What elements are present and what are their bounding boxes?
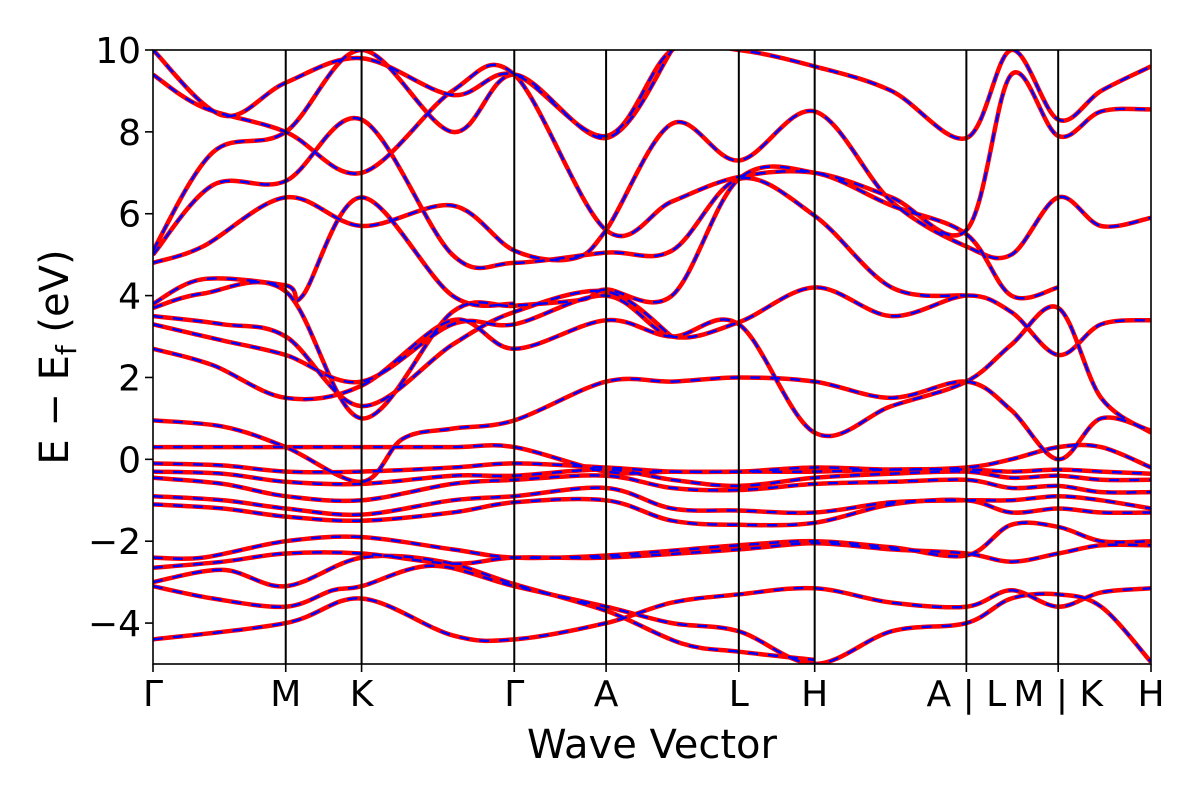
band-20-blue [153, 63, 1151, 238]
y-axis-title-unit: (eV) [32, 249, 78, 345]
band-13-red [153, 285, 1151, 385]
y-tick-label-3: 2 [118, 358, 141, 399]
band-16-blue [153, 196, 515, 308]
y-tick-label-6: 8 [118, 113, 141, 154]
band-20-red [153, 62, 1151, 239]
band-6-blue [153, 486, 1151, 517]
x-tick-label-5: L [729, 674, 749, 715]
x-axis-title: Wave Vector [527, 722, 778, 768]
x-tick-label-3: Γ [504, 674, 524, 715]
band-2-blue [153, 554, 815, 662]
y-axis-title-sub: f [50, 344, 83, 355]
x-tick-label-6: H [801, 674, 828, 715]
x-tick-label-8: M | K [1013, 674, 1104, 715]
x-tick-label-4: A [594, 674, 619, 715]
y-tick-label-2: 0 [118, 440, 141, 481]
band-11-red [153, 375, 1151, 485]
x-tick-label-0: Γ [143, 674, 163, 715]
band-1-blue [153, 564, 1151, 664]
band-12-blue [153, 305, 1151, 438]
band-7-blue [153, 474, 1151, 503]
y-tick-label-1: −2 [88, 522, 141, 563]
y-tick-label-5: 6 [118, 195, 141, 236]
band-3-red [153, 520, 1151, 562]
x-tick-label-1: M [270, 674, 301, 715]
x-tick-label-2: K [350, 674, 375, 715]
band-4-blue [153, 541, 1151, 569]
band-18-blue [153, 116, 967, 298]
x-tick-label-9: H [1137, 674, 1164, 715]
band-5-blue [153, 497, 1151, 527]
band-18-red [153, 115, 967, 299]
band-0-blue [153, 586, 1151, 643]
band-10-blue [153, 443, 1151, 475]
y-axis-title-main: E − E [32, 355, 78, 465]
band-19-blue [153, 50, 673, 252]
band-21-blue [153, 50, 1151, 140]
plot-area [153, 50, 1151, 664]
y-tick-label-4: 4 [118, 277, 141, 318]
y-axis-ticks: −4 −2 0 2 4 6 8 10 [88, 31, 153, 645]
band-2-red [153, 553, 815, 663]
y-axis-title: E − Ef (eV) [32, 249, 83, 464]
band-8-red [153, 467, 1151, 489]
y-tick-label-7: 10 [95, 31, 141, 72]
band-15-blue [153, 165, 1059, 420]
plot-frame [152, 49, 1152, 665]
band-11-blue [153, 376, 1151, 484]
band-7-red [153, 473, 1151, 504]
band-17-red [153, 108, 1151, 266]
band-17-blue [153, 109, 1151, 265]
y-tick-label-0: −4 [88, 604, 141, 645]
band-21-red [153, 50, 1151, 141]
x-tick-label-7: A | L [927, 674, 1007, 715]
high-symmetry-lines [284, 50, 1060, 664]
